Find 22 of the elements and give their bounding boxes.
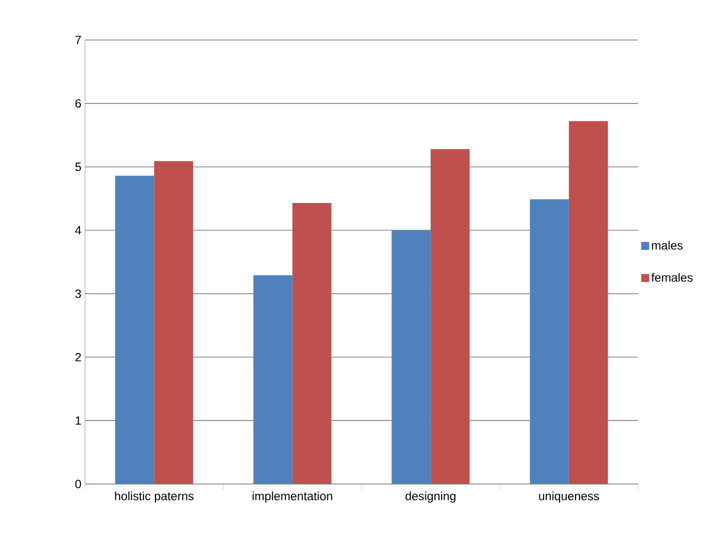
x-tick-label: holistic paterns	[115, 492, 194, 503]
y-tick-label: 4	[75, 226, 82, 234]
y-tick-label: 5	[75, 162, 81, 172]
y-tick-label: 2	[75, 352, 81, 362]
y-tick-label: 6	[75, 99, 81, 108]
bar	[568, 121, 608, 484]
x-tick-label: designing	[406, 492, 456, 503]
legend-label: males	[652, 240, 683, 250]
bar	[430, 149, 470, 484]
x-tick-label: uniqueness	[539, 492, 600, 503]
bar	[115, 176, 154, 484]
y-tick-label: 1	[76, 416, 81, 425]
bar	[392, 230, 431, 484]
y-tick-label: 0	[75, 480, 82, 488]
y-tick-label: 7	[75, 36, 81, 44]
y-tick-label: 3	[75, 289, 81, 298]
bar	[154, 161, 194, 484]
x-tick-label: implementation	[252, 492, 332, 503]
bar	[292, 203, 332, 484]
bar	[253, 275, 292, 484]
legend-label: females	[651, 272, 693, 282]
bar	[530, 199, 569, 484]
